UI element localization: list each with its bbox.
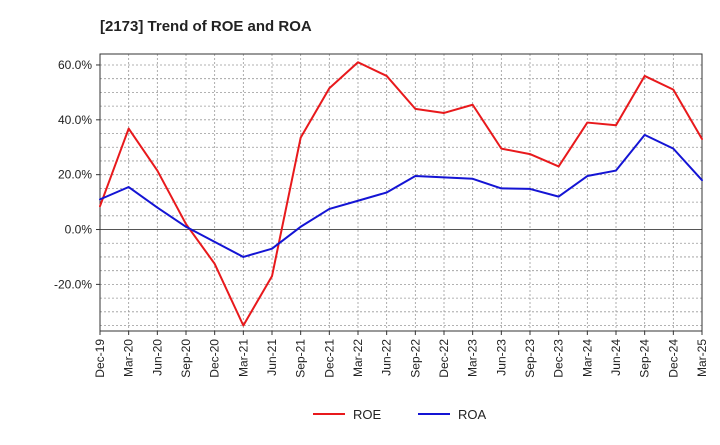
x-tick-label: Dec-21	[322, 339, 336, 378]
x-tick-label: Dec-19	[93, 339, 107, 378]
x-tick-label: Dec-23	[552, 339, 566, 378]
x-tick-label: Mar-21	[236, 339, 250, 377]
y-tick-label: 20.0%	[58, 168, 92, 182]
y-tick-label: 40.0%	[58, 113, 92, 127]
series-line-roe	[99, 61, 703, 327]
x-tick-label: Mar-22	[351, 339, 365, 377]
x-tick-label: Sep-22	[408, 339, 422, 378]
plot-area	[100, 54, 702, 331]
x-tick-label: Dec-20	[208, 339, 222, 378]
x-tick-label: Jun-22	[380, 339, 394, 376]
x-tick-label: Dec-24	[666, 339, 680, 378]
x-tick-label: Jun-21	[265, 339, 279, 376]
plot-frame	[99, 53, 703, 332]
series-line-roa	[99, 133, 703, 258]
x-tick-label: Mar-23	[466, 339, 480, 377]
x-tick-label: Sep-23	[523, 339, 537, 378]
chart-title: [2173] Trend of ROE and ROA	[100, 18, 312, 35]
x-tick-label: Jun-23	[494, 339, 508, 376]
x-tick-label: Jun-20	[150, 339, 164, 376]
y-tick-label: -20.0%	[54, 277, 92, 291]
x-tick-label: Sep-20	[179, 339, 193, 378]
x-tick-label: Sep-21	[294, 339, 308, 378]
y-tick-label: 60.0%	[58, 58, 92, 72]
legend-label-roa: ROA	[458, 407, 487, 422]
legend-label-roe: ROE	[353, 407, 382, 422]
x-tick-label: Dec-22	[437, 339, 451, 378]
y-tick-label: 0.0%	[65, 223, 93, 237]
x-tick-label: Mar-24	[580, 339, 594, 377]
x-tick-label: Mar-20	[122, 339, 136, 377]
x-tick-label: Mar-25	[695, 339, 709, 377]
x-tick-label: Jun-24	[609, 339, 623, 376]
x-tick-label: Sep-24	[638, 339, 652, 378]
